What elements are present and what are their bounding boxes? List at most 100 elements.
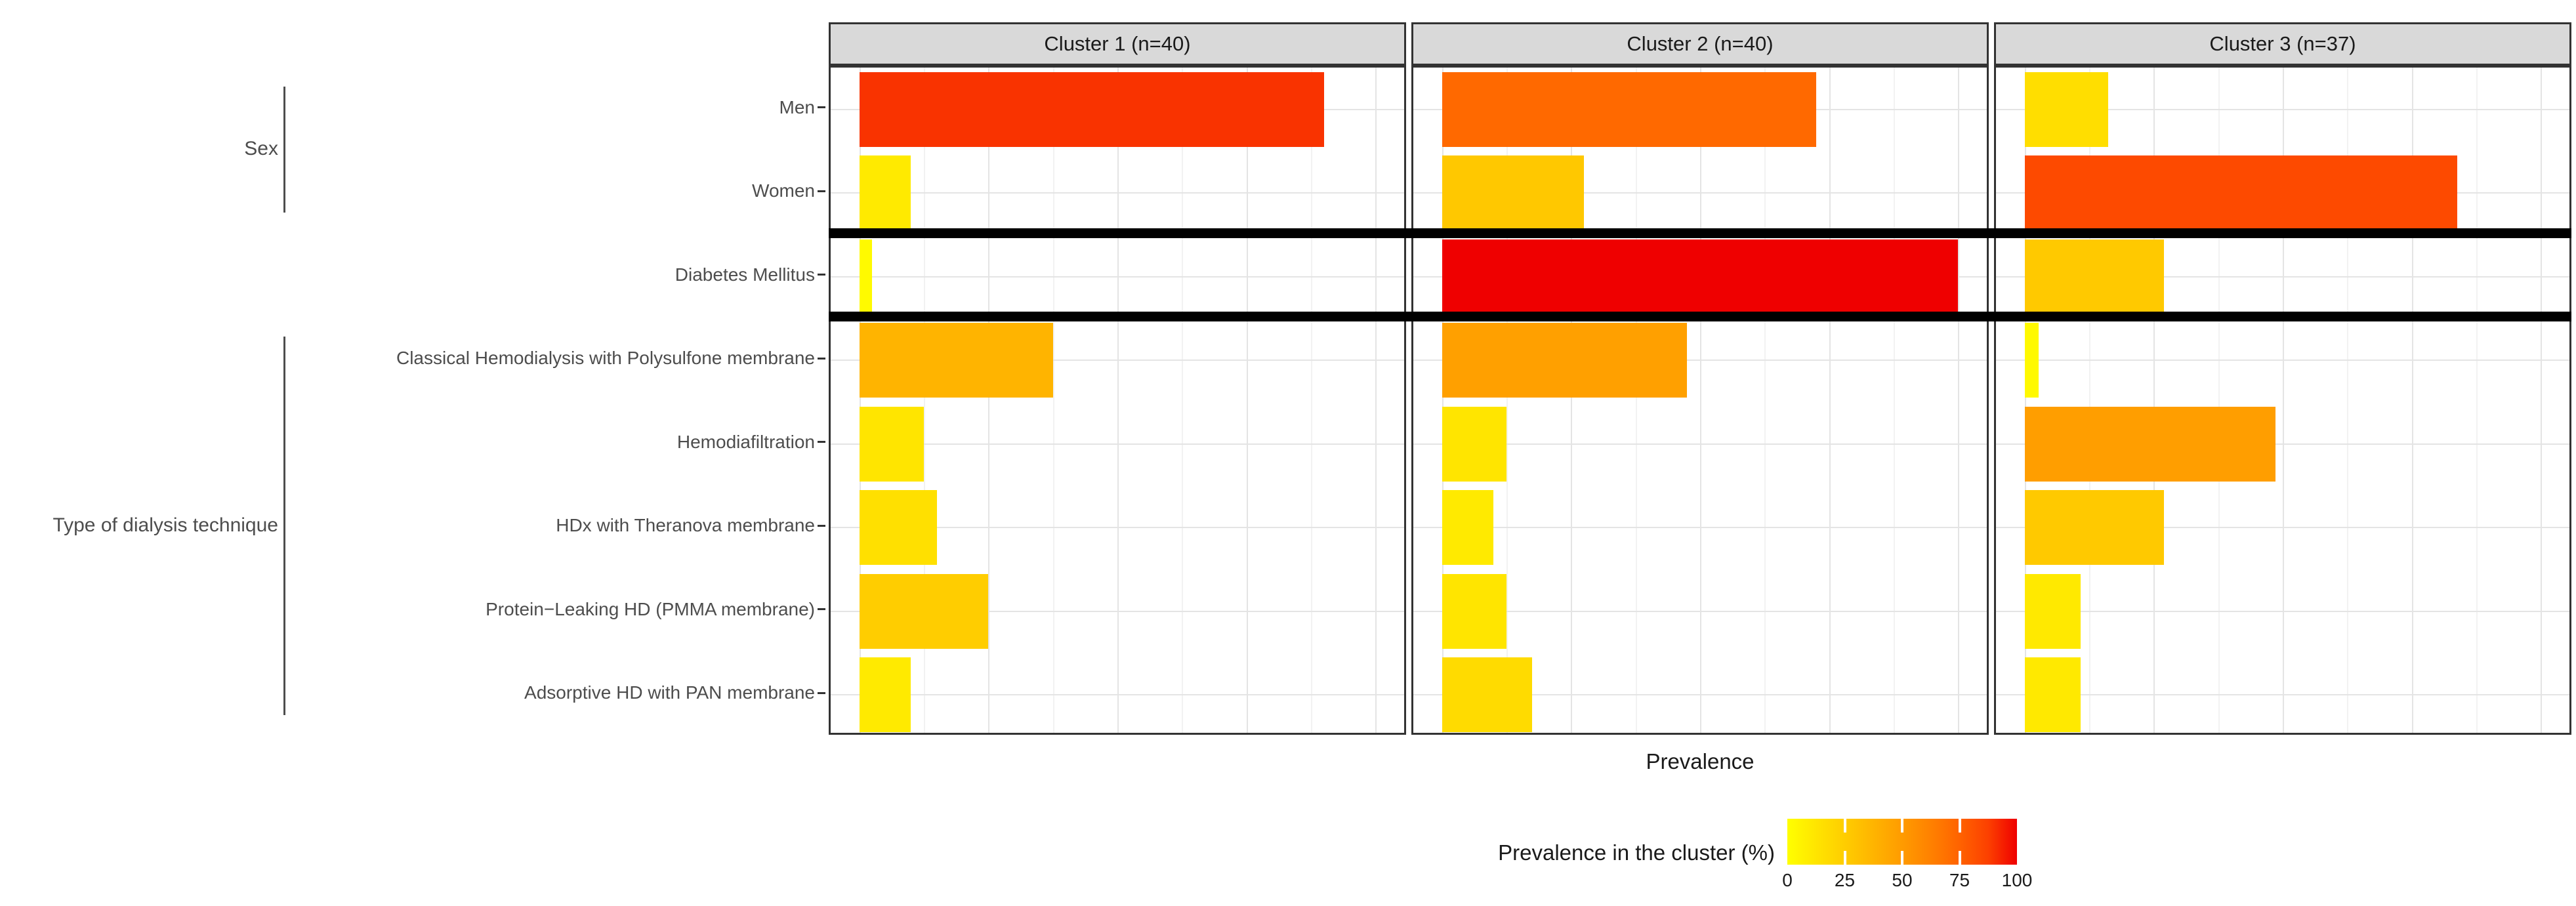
gridline-y bbox=[831, 443, 1404, 445]
gridline-y bbox=[1996, 527, 2569, 529]
bar-hdx-with-theranova-membrane-facet-2 bbox=[1442, 490, 1494, 566]
gridline-x-12.5 bbox=[2089, 68, 2091, 733]
gridline-x-100 bbox=[1958, 68, 1960, 733]
bar-hemodiafiltration-facet-3 bbox=[2024, 406, 2275, 482]
bar-diabetes-mellitus-facet-1 bbox=[859, 239, 873, 314]
gridline-x-25 bbox=[2153, 68, 2155, 733]
y-axis-label: HDx with Theranova membrane bbox=[556, 515, 815, 536]
colorbar-label-0: 0 bbox=[1782, 870, 1793, 890]
gridline-y bbox=[1996, 108, 2569, 110]
gridline-x-100 bbox=[1375, 68, 1377, 733]
facet-panel-cluster-1 bbox=[829, 66, 1406, 735]
gridline-x-50 bbox=[2283, 68, 2284, 733]
gridline-x-37.5 bbox=[1635, 68, 1637, 733]
y-axis-label: Men bbox=[779, 96, 815, 117]
colorbar-tick bbox=[1958, 851, 1961, 865]
y-axis-label: Classical Hemodialysis with Polysulfone … bbox=[396, 348, 815, 369]
gridline-x-25 bbox=[1571, 68, 1573, 733]
gridline-y bbox=[831, 276, 1404, 278]
gridline-y bbox=[1996, 360, 2569, 361]
bar-men-facet-3 bbox=[2024, 72, 2109, 147]
facet-strip-cluster-1: Cluster 1 (n=40) bbox=[829, 22, 1406, 66]
gridline-y bbox=[1996, 610, 2569, 612]
y-axis-label: Women bbox=[752, 180, 815, 201]
colorbar-tick bbox=[1843, 819, 1846, 833]
gridline-x-62.5 bbox=[1764, 68, 1766, 733]
bar-hemodiafiltration-facet-2 bbox=[1442, 406, 1506, 482]
bar-protein-leaking-hd-pmma-membrane-facet-2 bbox=[1442, 573, 1506, 649]
gridline-x-87.5 bbox=[1310, 68, 1312, 733]
y-axis-label: Adsorptive HD with PAN membrane bbox=[524, 682, 815, 703]
gridline-y bbox=[831, 610, 1404, 612]
gridline-x-62.5 bbox=[1182, 68, 1184, 733]
gridline-x-75 bbox=[1829, 68, 1831, 733]
colorbar-label-100: 100 bbox=[2001, 870, 2033, 890]
facet-panel-cluster-2 bbox=[1411, 66, 1989, 735]
gridline-x-87.5 bbox=[2476, 68, 2478, 733]
gridline-x-75 bbox=[2411, 68, 2413, 733]
bar-diabetes-mellitus-facet-3 bbox=[2024, 239, 2165, 314]
gridline-y bbox=[831, 360, 1404, 361]
y-axis-tick bbox=[818, 357, 825, 360]
bar-protein-leaking-hd-pmma-membrane-facet-3 bbox=[2024, 573, 2081, 649]
colorbar-tick bbox=[1958, 819, 1961, 833]
bar-adsorptive-hd-with-pan-membrane-facet-1 bbox=[859, 657, 911, 733]
separator-line bbox=[829, 228, 2571, 238]
gridline-x-12.5 bbox=[1506, 68, 1508, 733]
gridline-y bbox=[1413, 527, 1987, 529]
gridline-y bbox=[831, 527, 1404, 529]
bar-classical-hemodialysis-with-polysulfone-membrane-facet-2 bbox=[1442, 323, 1688, 398]
y-axis-tick bbox=[818, 106, 825, 109]
bar-diabetes-mellitus-facet-2 bbox=[1442, 239, 1959, 314]
colorbar-label-75: 75 bbox=[1949, 870, 1970, 890]
gridline-y bbox=[1413, 443, 1987, 445]
gridline-y bbox=[1996, 276, 2569, 278]
gridline-y bbox=[1996, 443, 2569, 445]
legend-title: Prevalence in the cluster (%) bbox=[1498, 840, 1775, 865]
bar-adsorptive-hd-with-pan-membrane-facet-3 bbox=[2024, 657, 2081, 733]
gridline-x-75 bbox=[1246, 68, 1248, 733]
group-label-sex: Sex bbox=[244, 138, 278, 159]
colorbar-tick bbox=[1901, 819, 1903, 833]
bar-protein-leaking-hd-pmma-membrane-facet-1 bbox=[859, 573, 989, 649]
gridline-x-100 bbox=[2541, 68, 2543, 733]
gridline-y bbox=[831, 192, 1404, 194]
gridline-x-37.5 bbox=[1052, 68, 1054, 733]
gridline-x-12.5 bbox=[924, 68, 926, 733]
gridline-x-0 bbox=[859, 68, 861, 733]
gridline-y bbox=[1413, 360, 1987, 361]
separator-line bbox=[829, 312, 2571, 321]
bar-women-facet-2 bbox=[1442, 155, 1584, 231]
y-axis-tick bbox=[818, 524, 825, 527]
facet-strip-cluster-2: Cluster 2 (n=40) bbox=[1411, 22, 1989, 66]
bar-classical-hemodialysis-with-polysulfone-membrane-facet-3 bbox=[2024, 323, 2039, 398]
colorbar-label-25: 25 bbox=[1834, 870, 1856, 890]
gridline-y bbox=[831, 694, 1404, 696]
group-bracket-dialysis-technique bbox=[283, 337, 285, 715]
gridline-x-0 bbox=[2024, 68, 2026, 733]
group-bracket-sex bbox=[283, 87, 285, 213]
y-axis-tick bbox=[818, 190, 825, 192]
bar-women-facet-3 bbox=[2024, 155, 2457, 231]
gridline-x-50 bbox=[1700, 68, 1701, 733]
gridline-y bbox=[1413, 610, 1987, 612]
bar-hemodiafiltration-facet-1 bbox=[859, 406, 924, 482]
gridline-x-87.5 bbox=[1893, 68, 1895, 733]
y-axis-label: Protein−Leaking HD (PMMA membrane) bbox=[486, 598, 815, 619]
colorbar-tick bbox=[1901, 851, 1903, 865]
bar-men-facet-1 bbox=[859, 72, 1324, 147]
gridline-x-50 bbox=[1117, 68, 1119, 733]
colorbar-label-50: 50 bbox=[1892, 870, 1913, 890]
y-axis-tick bbox=[818, 608, 825, 611]
facet-panel-cluster-3 bbox=[1994, 66, 2571, 735]
y-axis-tick bbox=[818, 274, 825, 276]
facet-strip-cluster-3: Cluster 3 (n=37) bbox=[1994, 22, 2571, 66]
legend-colorbar bbox=[1787, 819, 2017, 865]
gridline-y bbox=[1996, 694, 2569, 696]
x-axis-title: Prevalence bbox=[1646, 749, 1755, 773]
bar-men-facet-2 bbox=[1442, 72, 1816, 147]
gridline-x-25 bbox=[988, 68, 990, 733]
y-axis-label: Diabetes Mellitus bbox=[675, 264, 815, 285]
gridline-x-37.5 bbox=[2218, 68, 2220, 733]
